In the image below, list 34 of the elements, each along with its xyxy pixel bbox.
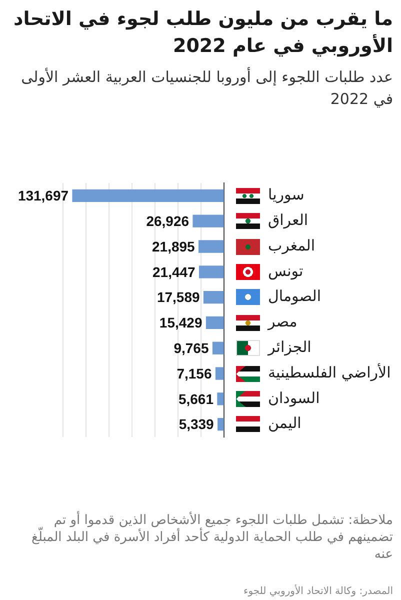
data-label: 21,447 xyxy=(152,264,196,280)
y-tick-label: الجزائر xyxy=(267,338,312,356)
y-tick-label: اليمن xyxy=(268,414,302,432)
text: المصدر: وكالة الاتحاد الأوروبي للجوء xyxy=(242,585,393,599)
bar xyxy=(199,266,224,278)
data-label: 131,697 xyxy=(18,188,69,204)
chart-title: ما يقرب من مليون طلب لجوء في الاتحاد الأوروبي في عام 2022 xyxy=(12,7,393,59)
y-tick-label: السودان xyxy=(268,388,320,407)
data-label: 21,895 xyxy=(152,238,196,254)
y-tick-label: سوريا xyxy=(268,186,304,204)
bar xyxy=(206,316,224,330)
y-tick-label: مصر xyxy=(267,312,298,331)
data-label: 17,589 xyxy=(156,289,200,306)
bar xyxy=(192,214,224,228)
y-tick-label: المغرب xyxy=(268,236,316,254)
data-label: 9,765 xyxy=(174,340,209,356)
y-tick-label: الأراضي الفلسطينية xyxy=(268,362,391,382)
bar xyxy=(198,240,224,253)
bar xyxy=(215,367,224,380)
y-tick-label: الصومال xyxy=(268,287,321,306)
bar xyxy=(218,418,224,431)
data-label: 15,429 xyxy=(159,314,202,331)
bar xyxy=(72,189,224,202)
data-label: 7,156 xyxy=(176,365,212,382)
data-label: 5,661 xyxy=(178,390,214,407)
data-label: 26,926 xyxy=(146,212,190,229)
bar xyxy=(217,392,224,406)
y-tick-label: تونس xyxy=(268,262,304,280)
data-label: 5,339 xyxy=(178,416,214,432)
bar xyxy=(203,290,224,304)
chart-subtitle: عدد طلبات اللجوء إلى أوروبا للجنسيات العربية العشر الأولى في 2022 xyxy=(20,66,393,110)
bar xyxy=(212,342,224,354)
text: ملاحظة: تشمل طلبات اللجوء جميع الأشخاص الذين قدموا أو تم تضمينهم في طلب الحماية الدولية كأحد أفراد الأسرة في البلد المبلّغ عنه xyxy=(30,512,393,563)
y-tick-label: العراق xyxy=(268,210,308,229)
